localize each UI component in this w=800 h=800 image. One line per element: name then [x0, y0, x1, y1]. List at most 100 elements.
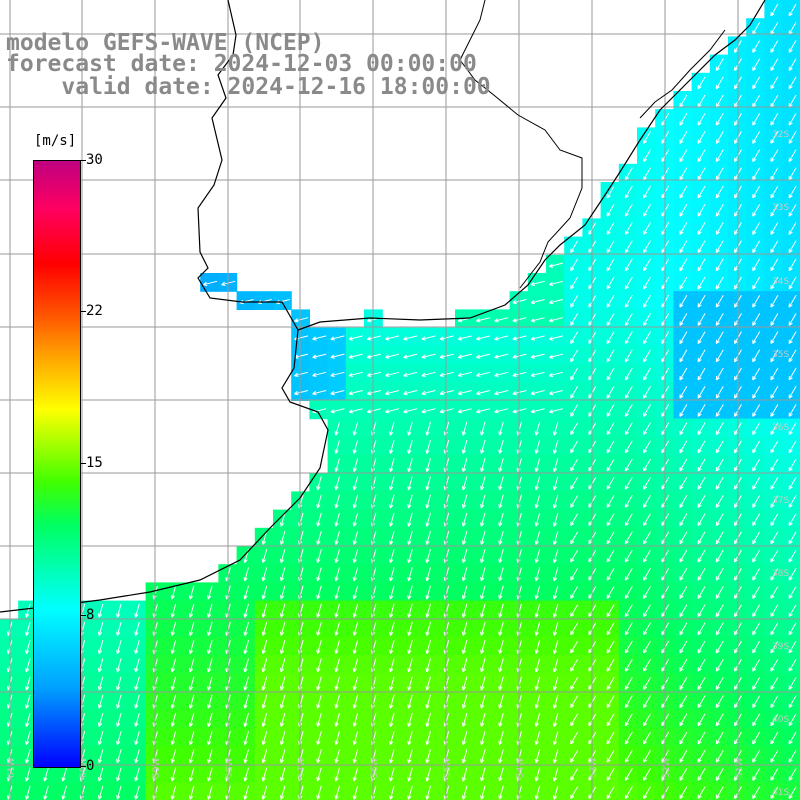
- wind-arrow: [697, 258, 706, 272]
- wind-speed-cell: [54, 782, 74, 800]
- wind-arrow: [461, 712, 468, 727]
- wind-speed-cell: [746, 200, 765, 219]
- wind-arrow: [552, 694, 559, 709]
- wind-speed-cell: [546, 564, 565, 583]
- wind-speed-cell: [764, 72, 784, 92]
- wind-arrow: [606, 640, 615, 654]
- wind-speed-cell: [764, 18, 784, 37]
- wind-speed-cell: [764, 236, 784, 256]
- wind-arrow: [389, 458, 395, 473]
- wind-arrow: [530, 317, 545, 323]
- wind-speed-cell: [491, 637, 511, 656]
- wind-arrow: [207, 749, 213, 764]
- wind-arrow: [116, 603, 122, 618]
- wind-arrow: [624, 276, 633, 290]
- wind-speed-cell: [254, 291, 274, 310]
- wind-arrow: [476, 317, 491, 323]
- wind-speed-cell: [637, 709, 656, 729]
- wind-speed-cell: [345, 600, 365, 620]
- wind-arrow: [770, 185, 779, 199]
- wind-speed-cell: [746, 127, 765, 147]
- wind-arrow: [697, 586, 706, 599]
- wind-arrow: [679, 331, 688, 345]
- wind-speed-cell: [291, 582, 310, 602]
- wind-speed-cell: [564, 728, 583, 747]
- wind-speed-cell: [163, 673, 183, 693]
- wind-speed-cell: [546, 618, 565, 638]
- wind-speed-cell: [400, 600, 420, 620]
- wind-arrow: [134, 621, 140, 636]
- wind-arrow: [334, 731, 340, 746]
- wind-speed-cell: [473, 527, 492, 547]
- wind-arrow: [170, 676, 177, 691]
- wind-speed-cell: [618, 546, 638, 565]
- wind-arrow: [679, 404, 688, 417]
- wind-speed-cell: [746, 455, 765, 474]
- wind-arrow: [552, 439, 559, 454]
- wind-arrow: [679, 567, 688, 581]
- wind-speed-cell: [546, 491, 565, 511]
- wind-speed-cell: [473, 455, 492, 474]
- wind-arrow: [752, 786, 761, 800]
- wind-speed-cell: [327, 782, 347, 800]
- wind-speed-cell: [764, 618, 784, 638]
- wind-arrow: [697, 731, 706, 745]
- wind-arrow: [425, 694, 431, 709]
- wind-arrow: [606, 768, 615, 781]
- wind-arrow: [97, 749, 104, 764]
- wind-speed-cell: [327, 455, 347, 474]
- wind-arrow: [389, 567, 395, 582]
- wind-arrow: [421, 390, 436, 396]
- wind-speed-cell: [0, 764, 19, 784]
- wind-arrow: [134, 658, 140, 673]
- wind-arrow: [316, 567, 322, 582]
- wind-speed-cell: [527, 691, 547, 711]
- wind-arrow: [188, 640, 195, 655]
- wind-speed-cell: [546, 455, 565, 474]
- wind-arrow: [752, 531, 761, 545]
- wind-arrow: [43, 767, 49, 782]
- wind-speed-cell: [345, 473, 365, 492]
- wind-speed-cell: [182, 691, 201, 711]
- wind-arrow: [480, 476, 486, 491]
- wind-arrow: [134, 603, 140, 618]
- wind-arrow: [770, 112, 779, 126]
- wind-arrow: [643, 658, 651, 672]
- wind-speed-cell: [291, 618, 310, 638]
- wind-speed-cell: [728, 418, 747, 438]
- wind-arrow: [279, 749, 286, 764]
- wind-arrow: [498, 476, 504, 491]
- wind-speed-cell: [691, 473, 711, 492]
- wind-arrow: [461, 549, 468, 564]
- wind-arrow: [624, 222, 633, 235]
- wind-speed-cell: [473, 673, 492, 693]
- wind-arrow: [643, 313, 651, 326]
- wind-arrow: [407, 640, 413, 655]
- wind-speed-cell: [309, 564, 329, 583]
- wind-speed-cell: [673, 709, 693, 729]
- wind-arrow: [570, 422, 579, 436]
- wind-speed-cell: [618, 637, 638, 656]
- wind-speed-cell: [746, 728, 765, 747]
- wind-speed-cell: [254, 673, 274, 693]
- wind-speed-cell: [473, 364, 492, 383]
- wind-arrow: [715, 76, 724, 90]
- wind-arrow: [498, 767, 504, 782]
- wind-arrow: [334, 567, 340, 582]
- wind-arrow: [385, 353, 400, 359]
- wind-speed-cell: [637, 236, 656, 256]
- wind-arrow: [606, 404, 615, 417]
- wind-arrow: [643, 422, 651, 436]
- wind-arrow: [570, 531, 579, 545]
- wind-arrow: [352, 567, 359, 582]
- wind-speed-cell: [491, 655, 511, 674]
- wind-arrow: [788, 112, 797, 126]
- wind-arrow: [643, 586, 651, 599]
- wind-speed-cell: [728, 218, 747, 238]
- wind-speed-cell: [291, 782, 310, 800]
- wind-speed-cell: [418, 746, 438, 765]
- wind-speed-cell: [91, 673, 110, 693]
- wind-speed-cell: [291, 382, 310, 401]
- wind-speed-cell: [455, 327, 474, 347]
- wind-arrow: [480, 621, 486, 636]
